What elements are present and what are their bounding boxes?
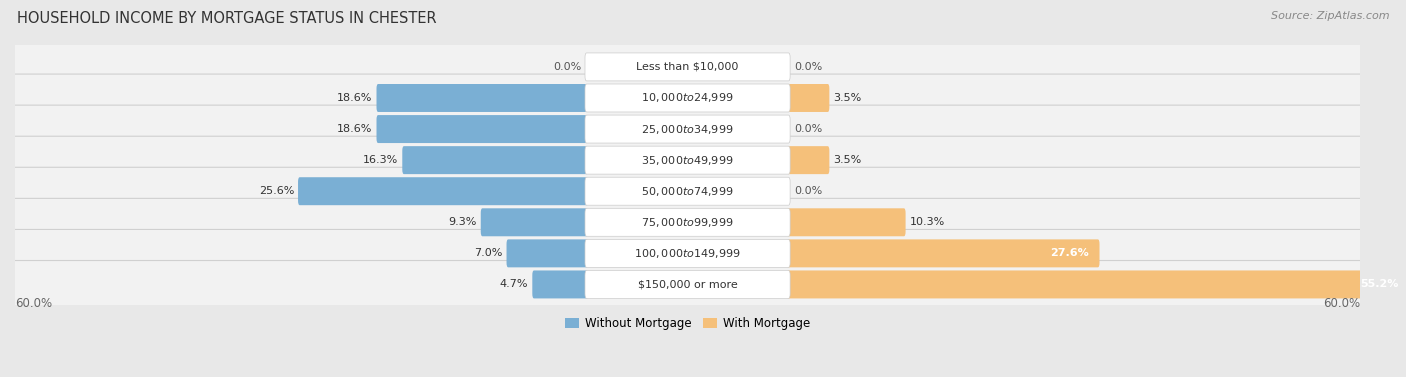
- FancyBboxPatch shape: [787, 84, 830, 112]
- Text: 55.2%: 55.2%: [1360, 279, 1398, 290]
- FancyBboxPatch shape: [787, 146, 830, 174]
- Text: $150,000 or more: $150,000 or more: [638, 279, 737, 290]
- FancyBboxPatch shape: [585, 177, 790, 205]
- Text: Source: ZipAtlas.com: Source: ZipAtlas.com: [1271, 11, 1389, 21]
- Text: $75,000 to $99,999: $75,000 to $99,999: [641, 216, 734, 229]
- FancyBboxPatch shape: [585, 115, 790, 143]
- Text: 0.0%: 0.0%: [794, 62, 823, 72]
- FancyBboxPatch shape: [377, 115, 588, 143]
- Text: 10.3%: 10.3%: [910, 217, 945, 227]
- FancyBboxPatch shape: [506, 239, 588, 267]
- Text: 0.0%: 0.0%: [553, 62, 581, 72]
- FancyBboxPatch shape: [402, 146, 588, 174]
- FancyBboxPatch shape: [585, 208, 790, 236]
- FancyBboxPatch shape: [533, 270, 588, 299]
- Text: 18.6%: 18.6%: [337, 124, 373, 134]
- FancyBboxPatch shape: [585, 270, 790, 299]
- Text: 16.3%: 16.3%: [363, 155, 398, 165]
- Text: 0.0%: 0.0%: [794, 124, 823, 134]
- FancyBboxPatch shape: [481, 208, 588, 236]
- Text: 3.5%: 3.5%: [834, 93, 862, 103]
- Text: 3.5%: 3.5%: [834, 155, 862, 165]
- FancyBboxPatch shape: [11, 105, 1364, 153]
- FancyBboxPatch shape: [787, 239, 1099, 267]
- FancyBboxPatch shape: [11, 198, 1364, 246]
- Text: 18.6%: 18.6%: [337, 93, 373, 103]
- Text: 25.6%: 25.6%: [259, 186, 294, 196]
- Text: $35,000 to $49,999: $35,000 to $49,999: [641, 154, 734, 167]
- Text: HOUSEHOLD INCOME BY MORTGAGE STATUS IN CHESTER: HOUSEHOLD INCOME BY MORTGAGE STATUS IN C…: [17, 11, 436, 26]
- Text: 0.0%: 0.0%: [794, 186, 823, 196]
- Text: 27.6%: 27.6%: [1050, 248, 1088, 258]
- FancyBboxPatch shape: [11, 167, 1364, 215]
- Text: 60.0%: 60.0%: [1323, 297, 1360, 310]
- FancyBboxPatch shape: [585, 239, 790, 267]
- FancyBboxPatch shape: [377, 84, 588, 112]
- Text: 9.3%: 9.3%: [449, 217, 477, 227]
- Text: $100,000 to $149,999: $100,000 to $149,999: [634, 247, 741, 260]
- FancyBboxPatch shape: [585, 84, 790, 112]
- Text: 60.0%: 60.0%: [15, 297, 52, 310]
- Text: $50,000 to $74,999: $50,000 to $74,999: [641, 185, 734, 198]
- Text: 4.7%: 4.7%: [501, 279, 529, 290]
- FancyBboxPatch shape: [11, 136, 1364, 184]
- Text: Less than $10,000: Less than $10,000: [637, 62, 738, 72]
- FancyBboxPatch shape: [298, 177, 588, 205]
- FancyBboxPatch shape: [11, 261, 1364, 308]
- Text: 7.0%: 7.0%: [474, 248, 502, 258]
- FancyBboxPatch shape: [585, 146, 790, 174]
- Text: $10,000 to $24,999: $10,000 to $24,999: [641, 92, 734, 104]
- FancyBboxPatch shape: [11, 43, 1364, 91]
- FancyBboxPatch shape: [787, 270, 1406, 299]
- FancyBboxPatch shape: [11, 230, 1364, 277]
- Text: $25,000 to $34,999: $25,000 to $34,999: [641, 123, 734, 136]
- FancyBboxPatch shape: [11, 74, 1364, 122]
- Legend: Without Mortgage, With Mortgage: Without Mortgage, With Mortgage: [560, 313, 815, 335]
- FancyBboxPatch shape: [787, 208, 905, 236]
- FancyBboxPatch shape: [585, 53, 790, 81]
